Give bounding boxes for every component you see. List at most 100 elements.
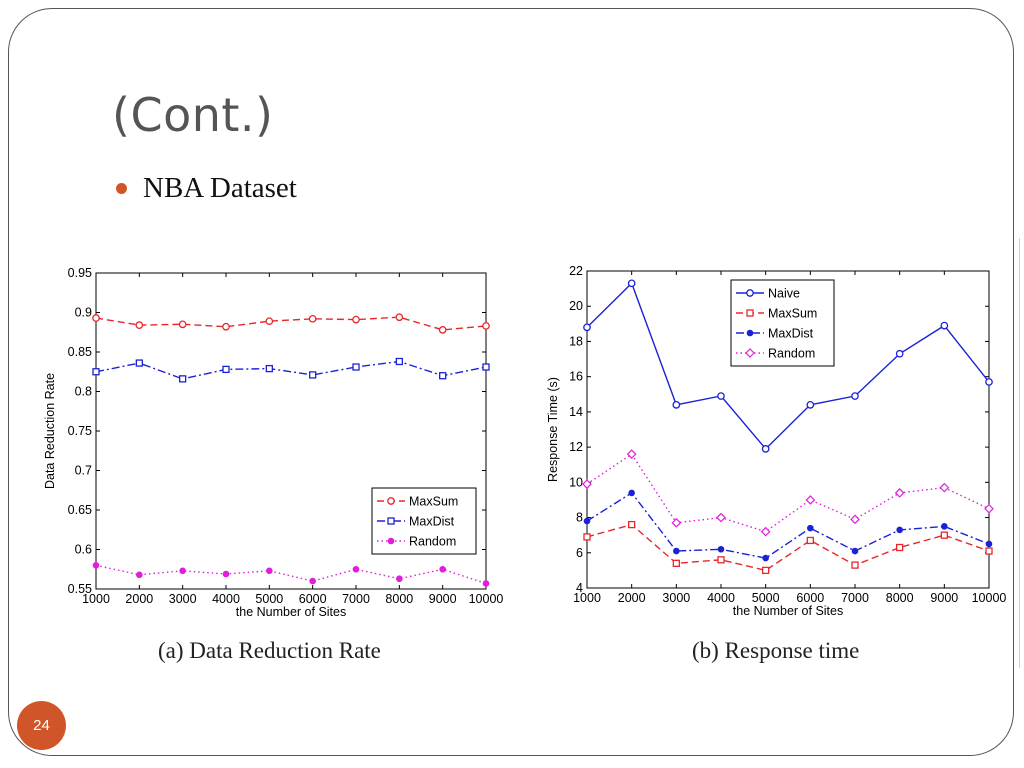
x-tick-label: 10000: [469, 592, 504, 606]
x-tick-label: 6000: [796, 591, 824, 605]
chart-response-time: 4 6 8 10 12 14 16 18 20 22 1000 2000 3000 4000 5000 600…: [546, 264, 1007, 618]
x-tick-label: 10000: [972, 591, 1007, 605]
data-point-random: [439, 565, 446, 573]
data-point-random: [352, 565, 360, 573]
series-maxsum: [583, 520, 993, 575]
legend-swatch-marker: [387, 537, 395, 545]
y-tick-label: 20: [569, 299, 583, 313]
data-point-maxdist: [265, 364, 273, 373]
data-point-maxsum: [92, 314, 100, 322]
x-tick-label: 3000: [662, 591, 690, 605]
x-tick-label: 1000: [82, 592, 110, 606]
legend-entry: Random: [409, 535, 456, 549]
legend: Naive MaxSum MaxDist Random: [730, 279, 835, 367]
y-tick-label: 22: [569, 264, 583, 278]
data-point-maxsum: [308, 314, 317, 323]
data-point-random: [582, 479, 592, 489]
data-point-random: [136, 571, 143, 579]
data-point-maxdist: [896, 526, 903, 534]
data-point-maxdist: [439, 372, 447, 380]
caption-b: (b) Response time: [692, 638, 860, 663]
legend-swatch-marker: [387, 497, 395, 505]
data-point-naive: [627, 279, 636, 288]
data-point-maxsum: [482, 322, 490, 330]
data-point-maxdist: [352, 363, 360, 371]
data-point-maxdist: [851, 547, 859, 555]
data-point-maxsum: [395, 313, 404, 322]
y-tick-label: 18: [569, 334, 583, 348]
data-point-naive: [985, 378, 993, 386]
legend-entry: Random: [768, 347, 815, 361]
x-tick-label: 8000: [385, 592, 413, 606]
slide-title: (Cont.): [112, 88, 274, 142]
legend-entry: MaxSum: [768, 307, 817, 321]
x-axis-label: the Number of Sites: [733, 604, 843, 618]
data-point-naive: [851, 392, 859, 400]
legend-swatch-marker: [387, 517, 395, 525]
data-point-maxsum: [222, 322, 230, 331]
series-maxdist: [583, 489, 993, 562]
y-tick-label: 0.65: [68, 503, 92, 517]
data-point-maxsum: [672, 559, 680, 567]
data-point-maxdist: [985, 540, 993, 548]
legend-entry: MaxDist: [768, 327, 814, 341]
series-line-naive: [586, 282, 990, 450]
data-point-maxsum: [762, 566, 770, 575]
data-point-random: [805, 495, 816, 505]
legend-entry: Naive: [768, 287, 800, 301]
series-maxdist: [92, 357, 490, 383]
data-point-random: [894, 488, 905, 498]
data-point-maxsum: [583, 533, 591, 541]
data-point-naive: [940, 321, 949, 330]
series-line-maxdist: [586, 491, 990, 559]
x-tick-label: 2000: [125, 592, 153, 606]
y-tick-label: 0.95: [68, 266, 92, 280]
data-point-maxsum: [985, 547, 993, 555]
data-point-naive: [717, 392, 725, 400]
legend-entry: MaxDist: [409, 515, 455, 529]
data-point-maxdist: [222, 365, 230, 374]
series-line-random: [586, 453, 990, 533]
data-point-maxsum: [352, 315, 360, 324]
data-point-random: [309, 577, 316, 585]
x-tick-label: 9000: [429, 592, 457, 606]
y-tick-label: 6: [576, 546, 583, 560]
data-point-maxsum: [717, 556, 725, 564]
data-point-maxsum: [851, 561, 859, 569]
data-point-maxsum: [135, 321, 144, 329]
data-point-maxdist: [717, 545, 725, 553]
data-point-naive: [895, 349, 904, 358]
data-point-maxdist: [807, 524, 814, 532]
data-point-naive: [806, 400, 815, 409]
data-point-random: [850, 514, 860, 525]
data-point-random: [939, 482, 950, 493]
bullet-item: NBA Dataset: [116, 172, 297, 205]
caption-a: (a) Data Reduction Rate: [158, 638, 381, 663]
x-tick-label: 1000: [573, 591, 601, 605]
chart-data-reduction-rate: 0.55 0.6 0.65 0.7 0.75 0.8 0.85 0.9 0.95 1000 2000…: [43, 266, 504, 619]
data-point-maxsum: [940, 531, 948, 539]
data-point-random: [984, 503, 994, 514]
x-tick-label: 3000: [169, 592, 197, 606]
y-tick-label: 0.55: [68, 582, 92, 596]
y-tick-label: 0.75: [68, 424, 92, 438]
data-point-maxsum: [178, 320, 187, 329]
y-tick-label: 4: [576, 581, 583, 595]
slide-edge-divider: [1019, 238, 1024, 668]
data-point-maxdist: [309, 371, 317, 379]
data-point-random: [671, 517, 682, 528]
data-point-maxdist: [482, 363, 490, 371]
legend-swatch-marker: [746, 309, 754, 317]
x-tick-label: 4000: [212, 592, 240, 606]
x-tick-label: 5000: [255, 592, 283, 606]
data-point-random: [222, 570, 230, 578]
x-tick-label: 7000: [841, 591, 869, 605]
bullet-dot-icon: [116, 183, 127, 194]
x-tick-label: 5000: [752, 591, 780, 605]
y-axis-label: Response Time (s): [546, 377, 560, 482]
x-tick-label: 9000: [930, 591, 958, 605]
data-point-random: [179, 567, 186, 575]
series-naive: [583, 279, 993, 453]
legend-swatch-marker: [746, 289, 754, 297]
data-point-maxdist: [628, 489, 635, 497]
